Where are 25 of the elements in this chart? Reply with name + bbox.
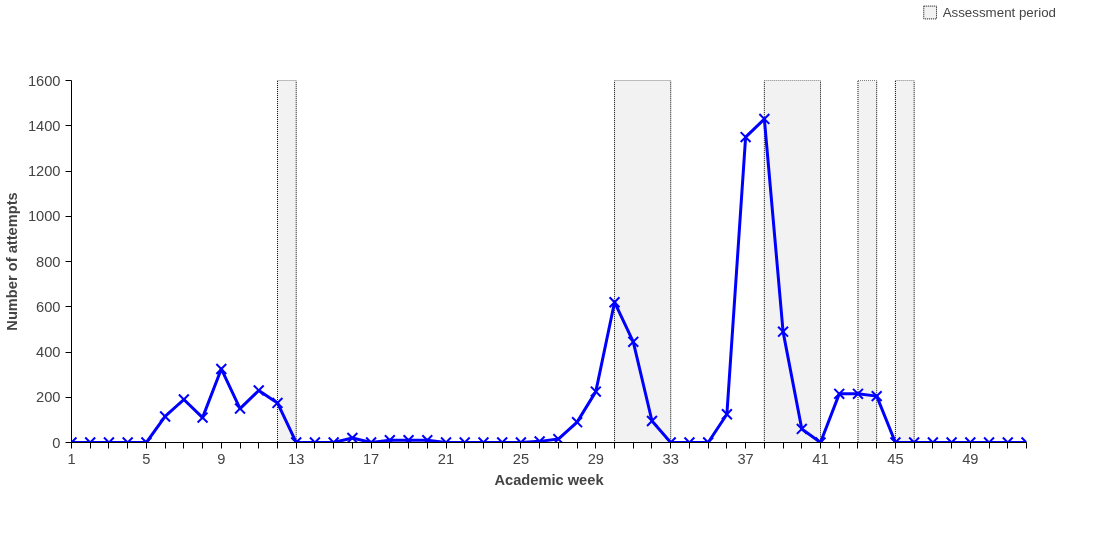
x-tick-label: 33: [662, 450, 679, 467]
y-tick-label: 800: [36, 253, 61, 270]
x-tick-label: 13: [288, 450, 305, 467]
y-tick-label: 1600: [27, 72, 61, 89]
legend-label: Assessment period: [942, 4, 1056, 20]
y-tick-label: 1400: [27, 117, 61, 134]
x-tick-label: 9: [217, 450, 226, 467]
y-tick-label: 0: [52, 434, 61, 451]
x-tick-label: 1: [67, 450, 76, 467]
x-tick-label: 41: [812, 450, 829, 467]
x-tick-label: 5: [142, 450, 151, 467]
y-tick-label: 600: [36, 298, 61, 315]
x-tick-label: 29: [587, 450, 604, 467]
x-tick-label: 49: [962, 450, 979, 467]
y-axis-title: Number of attempts: [3, 192, 20, 331]
x-tick-label: 17: [362, 450, 380, 467]
y-tick-label: 200: [36, 389, 61, 406]
x-tick-label: 25: [512, 450, 530, 467]
x-tick-label: 21: [437, 450, 455, 467]
y-tick-label: 400: [36, 344, 61, 360]
x-axis-title: Academic week: [494, 471, 605, 488]
x-tick-label: 45: [887, 450, 904, 467]
y-tick-label: 1200: [27, 163, 61, 179]
y-tick-label: 1000: [27, 208, 61, 225]
x-tick-label: 37: [737, 450, 754, 467]
